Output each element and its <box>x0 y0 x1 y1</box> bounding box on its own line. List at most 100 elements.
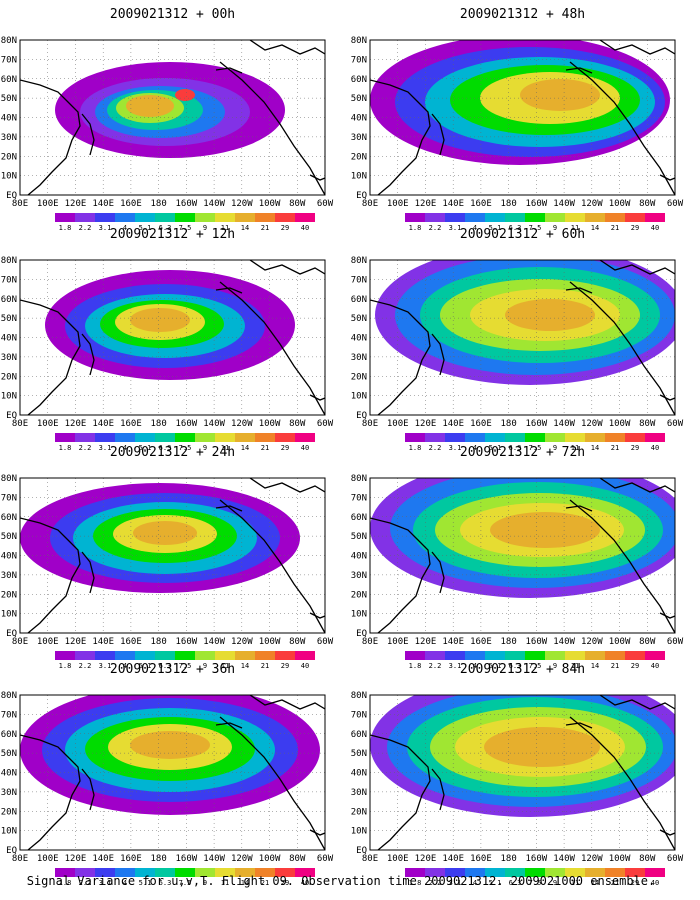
colorbar-label: 7.5 <box>179 224 192 232</box>
colorbar-swatch <box>175 433 195 442</box>
colorbar-swatch <box>255 868 275 877</box>
lat-tick-label: 70N <box>1 55 17 65</box>
coastline <box>219 499 325 633</box>
colorbar-swatch <box>155 433 175 442</box>
coastline <box>599 260 675 275</box>
lon-tick-label: 120W <box>581 637 603 647</box>
colorbar-swatch <box>425 651 445 660</box>
colorbar-label: 14 <box>241 224 249 232</box>
colorbar-swatch <box>95 868 115 877</box>
lon-tick-label: 100E <box>37 854 59 864</box>
colorbar-swatch <box>445 651 465 660</box>
coastline <box>20 299 81 415</box>
colorbar-label: 14 <box>241 662 249 670</box>
colorbar-swatch <box>585 651 605 660</box>
coastline <box>309 612 325 619</box>
colorbar-swatch <box>195 433 215 442</box>
lon-tick-label: 120W <box>581 854 603 864</box>
coastline <box>219 281 325 415</box>
colorbar-label: 7.5 <box>529 444 542 452</box>
coastline <box>309 174 325 181</box>
colorbar-swatch <box>235 433 255 442</box>
lon-tick-label: 140E <box>442 637 464 647</box>
lat-tick-label: 80N <box>1 256 17 266</box>
colorbar-swatch <box>155 213 175 222</box>
lon-tick-label: 120W <box>231 637 253 647</box>
lon-tick-label: 140W <box>203 419 225 429</box>
coastline <box>215 505 243 512</box>
colorbar-swatch <box>215 868 235 877</box>
lon-tick-label: 100E <box>37 637 59 647</box>
lon-tick-label: 80W <box>289 199 306 209</box>
colorbar-swatch <box>135 868 155 877</box>
coastline <box>249 478 325 493</box>
colorbar-label: 5.1 <box>489 879 502 887</box>
map-field <box>20 260 325 415</box>
lon-tick-label: 180 <box>501 419 517 429</box>
lon-tick-label: 60W <box>317 854 334 864</box>
lat-tick-label: 40N <box>1 552 17 562</box>
colorbar-swatch <box>545 868 565 877</box>
colorbar-swatch <box>215 651 235 660</box>
lon-tick-label: 100W <box>259 199 281 209</box>
lon-tick-label: 80W <box>639 199 656 209</box>
coastline <box>431 113 445 156</box>
coastline <box>219 61 325 195</box>
colorbar-label: 14 <box>591 662 599 670</box>
colorbar-swatch <box>275 433 295 442</box>
lat-tick-label: 60N <box>1 295 17 305</box>
lat-tick-label: 30N <box>351 571 367 581</box>
map-panel: 2009021312 + 60h EQ 10N 20N 30N 40N 50N 60N 70N 8… <box>351 227 684 452</box>
colorbar-swatch <box>135 213 155 222</box>
map-field <box>370 478 675 633</box>
lon-tick-label: 60W <box>667 199 684 209</box>
lon-tick-label: 180 <box>151 637 167 647</box>
coastline <box>569 716 675 850</box>
colorbar-label: 4 <box>123 224 127 232</box>
lon-tick-label: 60W <box>317 419 334 429</box>
colorbar-swatch <box>625 868 645 877</box>
figure-caption: Signal Variance for u,v,T. Flight 09. Ob… <box>27 874 656 888</box>
colorbar-swatch <box>585 868 605 877</box>
lon-tick-label: 100E <box>387 637 409 647</box>
lon-tick-label: 120E <box>415 854 437 864</box>
colorbar-label: 3.1 <box>449 662 462 670</box>
lat-tick-label: EQ <box>356 411 367 421</box>
colorbar-swatch <box>465 213 485 222</box>
lat-tick-label: 50N <box>1 532 17 542</box>
lat-tick-label: 20N <box>1 807 17 817</box>
colorbar-label: 1.8 <box>409 444 422 452</box>
map-panel: 2009021312 + 00h EQ 10N 20N 30N 40N 50N 60N 70N 8… <box>1 7 334 232</box>
colorbar-label: 11 <box>571 879 579 887</box>
lon-tick-label: 160E <box>470 637 492 647</box>
lon-tick-label: 80E <box>362 854 378 864</box>
lat-tick-label: 10N <box>1 827 17 837</box>
colorbar-swatch <box>565 433 585 442</box>
colorbar-label: 3.1 <box>449 879 462 887</box>
lat-tick-label: 80N <box>1 36 17 46</box>
colorbar-swatch <box>565 651 585 660</box>
panel-title: 2009021312 + 84h <box>460 662 585 677</box>
lat-tick-label: 80N <box>351 36 367 46</box>
colorbar-label: 21 <box>261 662 269 670</box>
map-field <box>370 260 675 415</box>
coastline <box>309 829 325 836</box>
colorbar-swatch <box>215 213 235 222</box>
lat-tick-label: 70N <box>351 493 367 503</box>
coastline <box>659 394 675 401</box>
coastline <box>309 394 325 401</box>
panel-title: 2009021312 + 12h <box>110 227 235 242</box>
colorbar-label: 11 <box>571 662 579 670</box>
panel-title: 2009021312 + 24h <box>110 445 235 460</box>
lat-tick-label: EQ <box>356 191 367 201</box>
lon-tick-label: 100W <box>609 419 631 429</box>
lat-tick-label: 20N <box>1 152 17 162</box>
colorbar-swatch <box>525 651 545 660</box>
colorbar-label: 5.1 <box>489 444 502 452</box>
colorbar-swatch <box>155 651 175 660</box>
lat-tick-label: 20N <box>1 590 17 600</box>
colorbar-swatch <box>55 651 75 660</box>
lon-tick-label: 160E <box>470 854 492 864</box>
lon-tick-label: 140W <box>203 199 225 209</box>
lon-tick-label: 100W <box>609 854 631 864</box>
